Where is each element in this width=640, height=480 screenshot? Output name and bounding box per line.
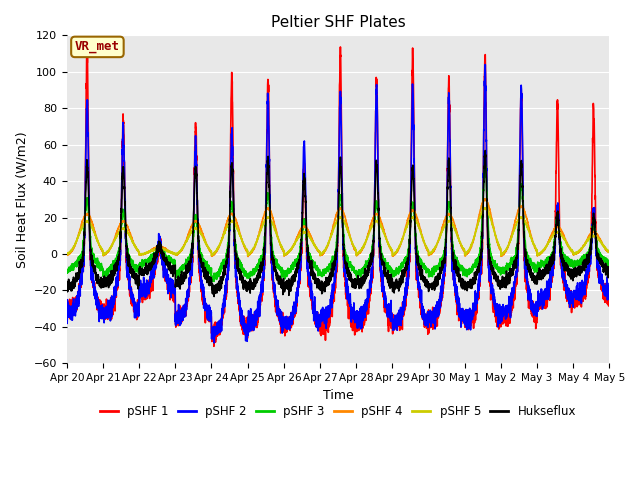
pSHF 4 (480, 196, 488, 202)
Hukseflux (161, 258, 168, 264)
pSHF 2 (161, 262, 168, 267)
pSHF 3 (460, 267, 467, 273)
pSHF 3 (491, 258, 499, 264)
Hukseflux (605, 264, 613, 270)
pSHF 3 (430, 270, 438, 276)
pSHF 1 (491, 303, 499, 309)
Hukseflux (211, 294, 218, 300)
pSHF 1 (161, 267, 168, 273)
Line: pSHF 2: pSHF 2 (67, 65, 609, 343)
pSHF 4 (430, 248, 438, 254)
X-axis label: Time: Time (323, 389, 353, 402)
Legend: pSHF 1, pSHF 2, pSHF 3, pSHF 4, pSHF 5, Hukseflux: pSHF 1, pSHF 2, pSHF 3, pSHF 4, pSHF 5, … (95, 401, 580, 423)
pSHF 1 (605, 295, 612, 300)
pSHF 2 (491, 304, 499, 310)
pSHF 2 (481, 62, 489, 68)
Line: pSHF 1: pSHF 1 (67, 46, 609, 346)
pSHF 2 (605, 295, 613, 300)
pSHF 4 (491, 229, 499, 235)
Hukseflux (430, 282, 438, 288)
pSHF 3 (318, 270, 326, 276)
pSHF 5 (318, 251, 326, 257)
Hukseflux (460, 279, 467, 285)
pSHF 5 (460, 246, 467, 252)
Y-axis label: Soil Heat Flux (W/m2): Soil Heat Flux (W/m2) (15, 131, 28, 268)
pSHF 4 (161, 246, 168, 252)
Line: pSHF 5: pSHF 5 (67, 208, 609, 255)
Hukseflux (491, 274, 499, 279)
pSHF 3 (161, 254, 168, 260)
pSHF 2 (211, 340, 218, 346)
pSHF 4 (605, 249, 613, 255)
pSHF 1 (430, 320, 438, 325)
pSHF 2 (460, 313, 467, 319)
pSHF 5 (491, 229, 499, 235)
Line: pSHF 4: pSHF 4 (67, 199, 609, 256)
pSHF 3 (210, 278, 218, 284)
pSHF 5 (388, 252, 396, 258)
pSHF 2 (63, 311, 70, 317)
Hukseflux (318, 291, 326, 297)
pSHF 4 (63, 252, 70, 258)
pSHF 1 (63, 298, 70, 304)
Line: pSHF 3: pSHF 3 (67, 166, 609, 281)
pSHF 1 (605, 290, 613, 296)
pSHF 1 (318, 324, 326, 329)
pSHF 5 (161, 247, 168, 253)
pSHF 4 (318, 252, 326, 258)
Hukseflux (605, 268, 612, 274)
Hukseflux (481, 148, 489, 154)
pSHF 4 (605, 249, 612, 255)
pSHF 2 (605, 290, 612, 296)
pSHF 2 (430, 309, 438, 314)
pSHF 4 (460, 247, 467, 253)
pSHF 5 (605, 249, 613, 255)
Title: Peltier SHF Plates: Peltier SHF Plates (271, 15, 406, 30)
pSHF 2 (318, 314, 326, 320)
pSHF 4 (244, 253, 252, 259)
pSHF 5 (430, 247, 438, 252)
pSHF 1 (210, 343, 218, 349)
pSHF 3 (605, 258, 613, 264)
Text: VR_met: VR_met (75, 40, 120, 53)
pSHF 5 (63, 252, 70, 257)
pSHF 1 (460, 317, 468, 323)
pSHF 1 (83, 43, 91, 48)
Hukseflux (63, 284, 70, 289)
pSHF 3 (605, 262, 612, 267)
pSHF 5 (605, 249, 612, 255)
pSHF 3 (482, 163, 490, 168)
pSHF 3 (63, 269, 70, 275)
Line: Hukseflux: Hukseflux (67, 151, 609, 297)
pSHF 5 (481, 205, 489, 211)
